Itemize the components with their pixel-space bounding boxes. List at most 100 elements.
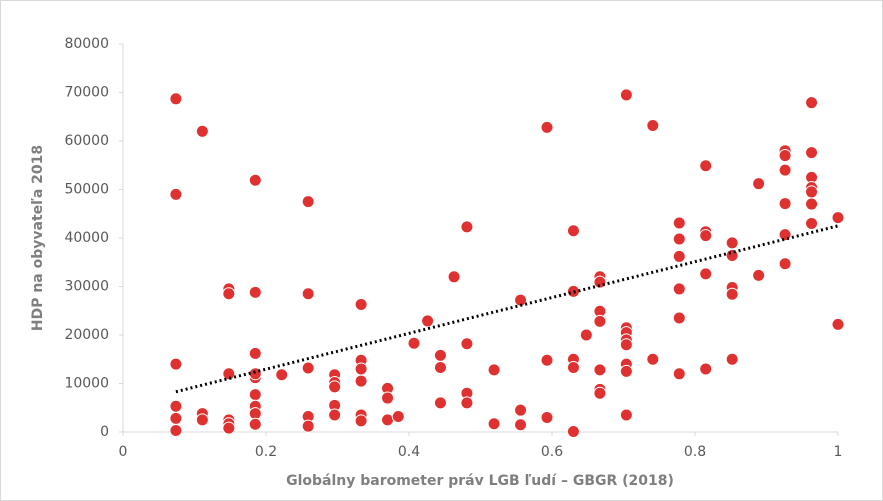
x-tick-label: 0.2 [255, 444, 277, 460]
point [672, 249, 686, 263]
point [725, 248, 739, 262]
y-tick-label: 80000 [64, 36, 109, 52]
point [169, 399, 183, 413]
point [514, 418, 528, 432]
point [619, 88, 633, 102]
point [421, 314, 435, 328]
point [540, 353, 554, 367]
point [646, 118, 660, 132]
point [831, 211, 845, 225]
point [460, 220, 474, 234]
point [391, 409, 405, 423]
point [354, 297, 368, 311]
x-tick-label: 0.4 [398, 444, 420, 460]
point [672, 216, 686, 230]
y-tick-label: 40000 [64, 230, 109, 246]
point [725, 236, 739, 250]
point [672, 367, 686, 381]
point [487, 417, 501, 431]
point [487, 363, 501, 377]
point [433, 360, 447, 374]
point [248, 388, 262, 402]
point [169, 411, 183, 425]
point [248, 173, 262, 187]
point [752, 268, 766, 282]
point [381, 413, 395, 427]
x-tick-label: 0.6 [541, 444, 563, 460]
point [301, 195, 315, 209]
point [514, 403, 528, 417]
point [248, 417, 262, 431]
point [699, 229, 713, 243]
point [593, 363, 607, 377]
point [646, 352, 660, 366]
point [699, 267, 713, 281]
y-tick-label: 50000 [64, 182, 109, 198]
point [354, 374, 368, 388]
point [248, 285, 262, 299]
point [805, 185, 819, 199]
point [672, 232, 686, 246]
x-tick-label: 1 [834, 444, 843, 460]
point [566, 224, 580, 238]
point [593, 386, 607, 400]
point [805, 197, 819, 211]
point [460, 337, 474, 351]
point [354, 414, 368, 428]
point [672, 282, 686, 296]
x-tick-label: 0 [119, 444, 128, 460]
point [805, 216, 819, 230]
x-tick-label: 0.8 [684, 444, 706, 460]
point [222, 367, 236, 381]
point [619, 364, 633, 378]
point [301, 361, 315, 375]
point [275, 368, 289, 382]
y-tick-label: 20000 [64, 327, 109, 343]
point [169, 424, 183, 438]
point [579, 328, 593, 342]
point [831, 317, 845, 331]
point [407, 336, 421, 350]
point [805, 96, 819, 110]
point [778, 149, 792, 163]
point [540, 120, 554, 134]
point [566, 425, 580, 439]
x-axis-title: Globálny barometer práv LGB ľudí – GBGR … [286, 473, 674, 489]
point [805, 146, 819, 160]
point [354, 362, 368, 376]
point [619, 338, 633, 352]
point [195, 124, 209, 138]
point [169, 357, 183, 371]
point [725, 352, 739, 366]
y-tick-label: 10000 [64, 376, 109, 392]
point [778, 228, 792, 242]
point [328, 380, 342, 394]
point [169, 187, 183, 201]
point [593, 314, 607, 328]
point [195, 413, 209, 427]
point [752, 177, 766, 191]
point [540, 410, 554, 424]
y-axis-title: HDP na obyvateľa 2018 [30, 145, 46, 331]
trendline [175, 224, 839, 394]
point [672, 311, 686, 325]
point [433, 396, 447, 410]
point [169, 92, 183, 106]
point [381, 391, 395, 405]
point [725, 287, 739, 301]
point [301, 287, 315, 301]
y-tick-label: 30000 [64, 279, 109, 295]
point [699, 362, 713, 376]
point [222, 421, 236, 435]
point [778, 257, 792, 271]
point [619, 408, 633, 422]
point [778, 163, 792, 177]
point [328, 408, 342, 422]
point [566, 360, 580, 374]
point [778, 197, 792, 211]
point [460, 396, 474, 410]
y-tick-label: 60000 [64, 133, 109, 149]
point [699, 159, 713, 173]
